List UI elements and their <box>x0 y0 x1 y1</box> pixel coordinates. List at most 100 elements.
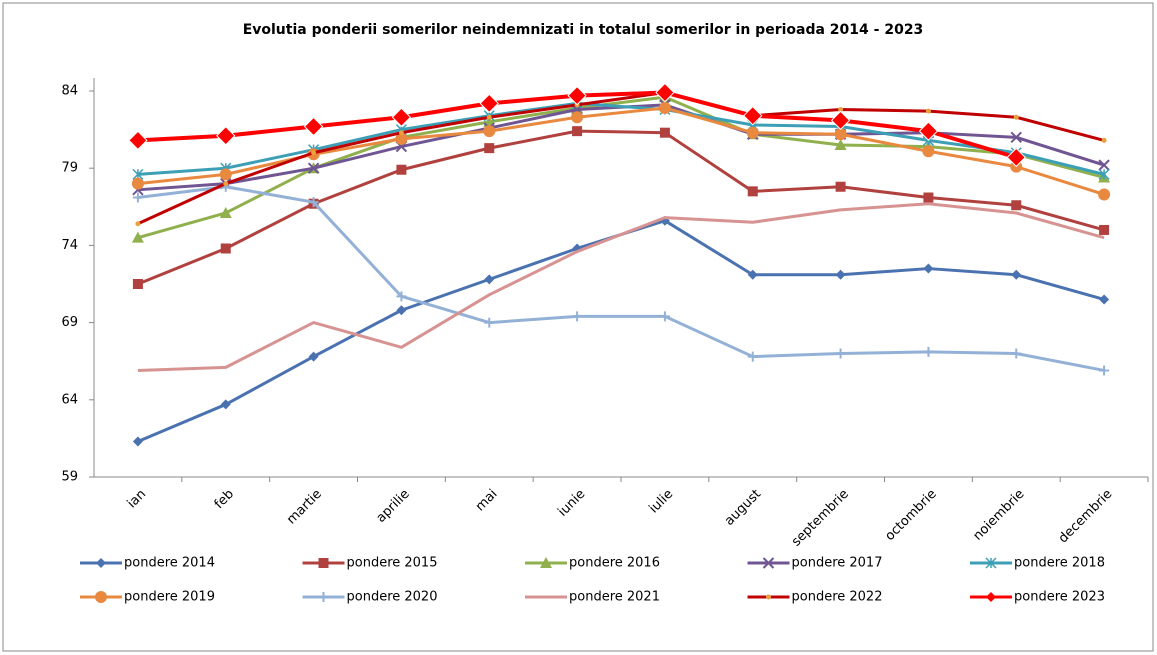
marker <box>483 125 496 138</box>
marker <box>395 132 408 145</box>
marker <box>658 101 671 114</box>
marker <box>1099 365 1110 376</box>
marker <box>746 126 759 139</box>
marker <box>132 436 143 447</box>
marker <box>572 126 583 137</box>
marker <box>1098 159 1110 171</box>
marker <box>835 348 846 359</box>
legend-label: pondere 2023 <box>1014 590 1105 605</box>
marker <box>398 130 404 136</box>
legend-label: pondere 2018 <box>1014 556 1105 571</box>
marker <box>659 311 670 322</box>
marker <box>1098 188 1111 201</box>
marker <box>923 346 934 357</box>
marker <box>484 317 495 328</box>
marker <box>131 177 144 190</box>
marker <box>835 181 846 192</box>
marker <box>216 126 236 146</box>
marker <box>132 279 143 289</box>
marker <box>1011 269 1022 280</box>
y-tick-label: 69 <box>61 315 78 330</box>
marker <box>396 305 407 316</box>
marker <box>484 143 495 154</box>
marker <box>838 107 844 113</box>
marker <box>572 311 583 322</box>
marker <box>219 206 232 218</box>
marker <box>220 243 231 254</box>
marker <box>922 145 935 158</box>
series-line <box>137 129 1105 286</box>
marker <box>131 231 144 243</box>
marker <box>1006 147 1026 168</box>
legend-label: pondere 2017 <box>792 556 883 571</box>
y-tick-label: 74 <box>61 238 78 253</box>
chart-title: Evolutia ponderii somerilor neindemnizat… <box>243 22 924 38</box>
y-tick-label: 59 <box>61 470 78 485</box>
legend-label: pondere 2016 <box>569 556 660 571</box>
series-line <box>137 101 1105 176</box>
legend-label: pondere 2014 <box>124 556 215 571</box>
marker <box>918 121 939 141</box>
marker <box>1013 114 1019 120</box>
marker <box>834 139 847 151</box>
marker <box>567 85 587 106</box>
marker <box>128 130 148 151</box>
series-line <box>137 91 1105 226</box>
marker <box>96 558 106 568</box>
marker <box>743 105 763 126</box>
legend-label: pondere 2022 <box>792 590 883 605</box>
marker <box>303 116 324 137</box>
marker <box>223 181 229 187</box>
marker <box>391 107 412 127</box>
marker <box>835 269 846 280</box>
legend-label: pondere 2021 <box>569 590 660 605</box>
y-tick-label: 64 <box>61 392 78 407</box>
marker <box>219 168 232 181</box>
legend-label: pondere 2020 <box>347 590 438 605</box>
marker <box>396 164 407 175</box>
marker <box>1011 200 1022 211</box>
marker <box>659 127 670 138</box>
marker <box>571 111 584 124</box>
series-line <box>137 95 1105 240</box>
marker <box>308 351 319 362</box>
marker <box>540 557 552 568</box>
marker <box>484 274 495 285</box>
marker <box>986 592 996 602</box>
marker <box>747 351 758 362</box>
marker <box>318 558 329 568</box>
series <box>128 82 1026 168</box>
marker <box>307 162 320 174</box>
marker <box>1099 224 1110 235</box>
series-line <box>137 185 1105 372</box>
marker <box>923 192 934 203</box>
marker <box>1101 137 1107 143</box>
marker <box>747 269 758 280</box>
marker <box>834 128 847 141</box>
marker <box>311 150 317 156</box>
marker <box>479 93 499 114</box>
legend-label: pondere 2015 <box>347 556 438 571</box>
y-tick-label: 79 <box>61 161 78 176</box>
marker <box>766 594 771 600</box>
marker <box>985 557 997 569</box>
marker <box>95 591 107 603</box>
marker <box>1098 168 1110 180</box>
marker <box>1010 131 1022 144</box>
marker <box>486 114 492 120</box>
legend-label: pondere 2019 <box>124 590 215 605</box>
marker <box>762 557 775 569</box>
marker <box>1011 348 1022 359</box>
marker <box>396 291 407 302</box>
marker <box>220 399 231 410</box>
y-tick-label: 84 <box>61 84 78 99</box>
marker <box>135 221 141 227</box>
marker <box>1099 294 1110 305</box>
marker <box>830 110 851 131</box>
marker <box>308 197 319 208</box>
marker <box>132 192 143 203</box>
marker <box>923 263 934 274</box>
series-line <box>137 202 1105 372</box>
marker <box>318 592 329 602</box>
